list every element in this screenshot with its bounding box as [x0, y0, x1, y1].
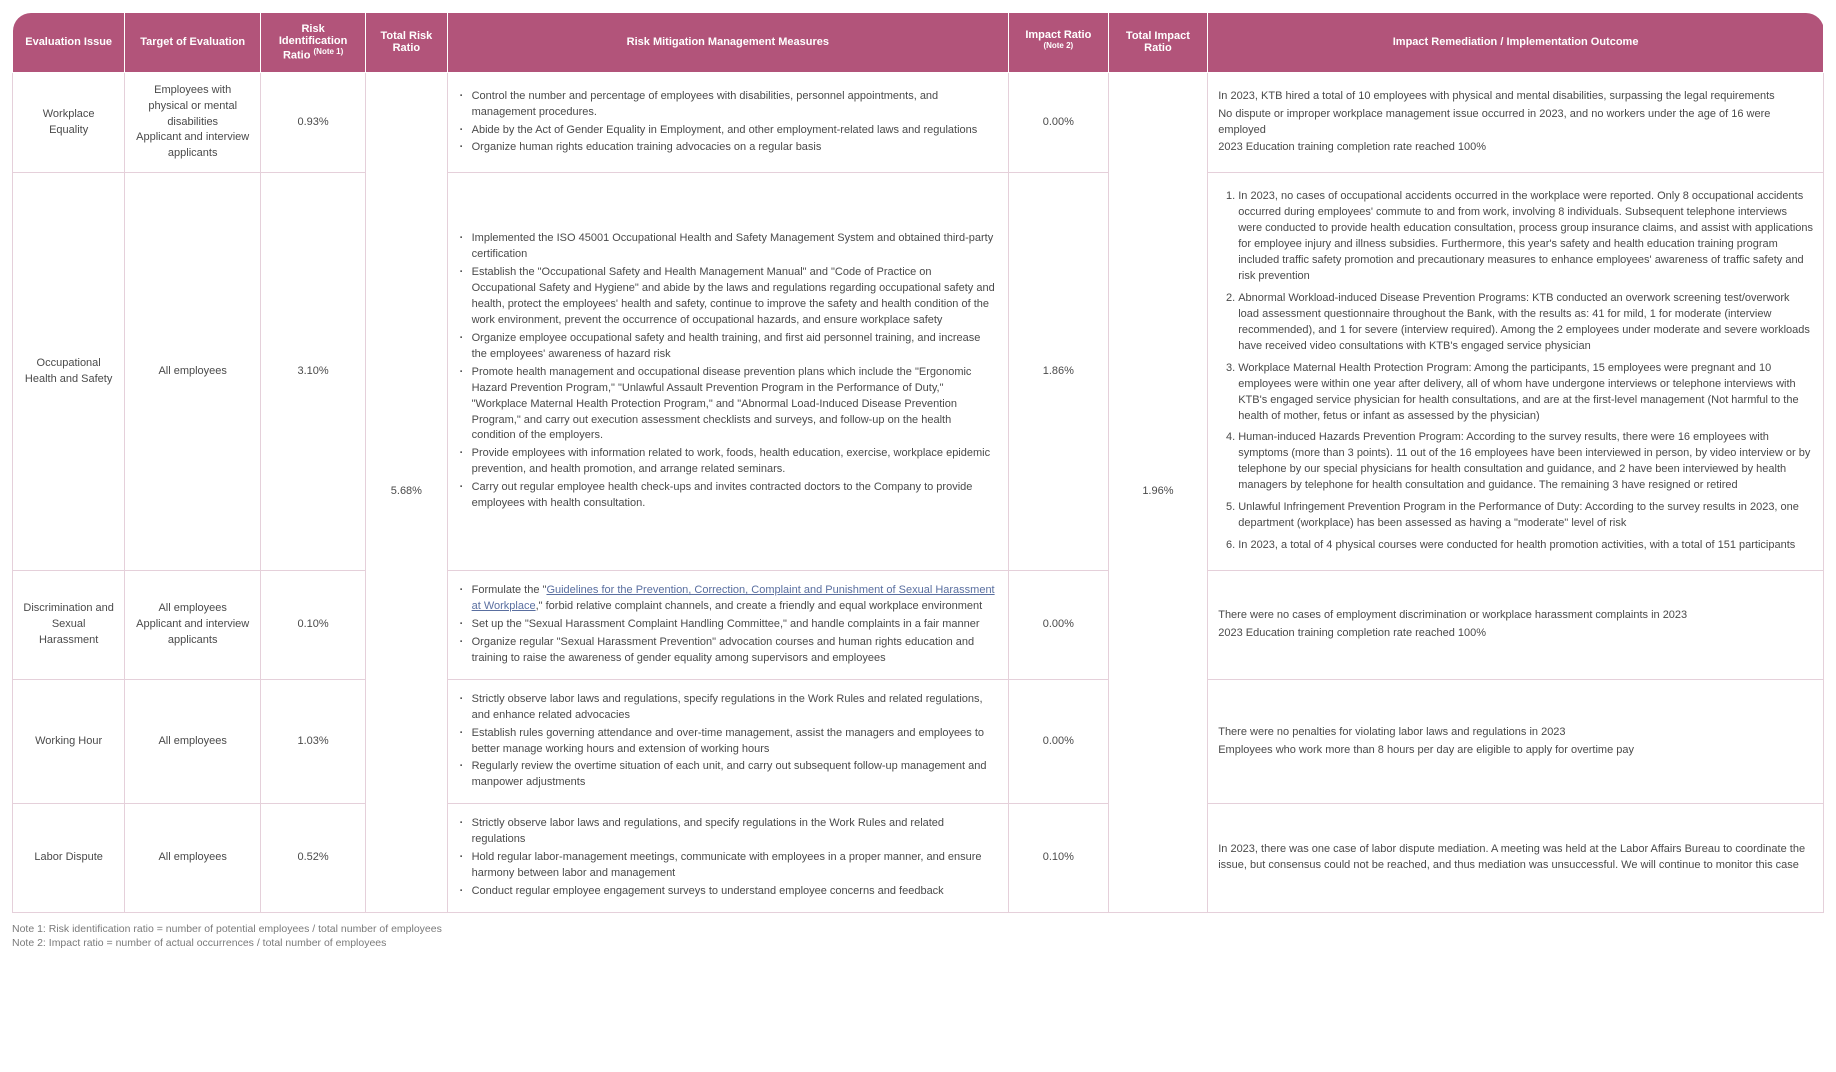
evaluation-table: Evaluation Issue Target of Evaluation Ri… [12, 12, 1824, 913]
cell-outcome: In 2023, KTB hired a total of 10 employe… [1208, 72, 1824, 173]
cell-measures: Control the number and percentage of emp… [447, 72, 1008, 173]
th-risk-ratio-note: (Note 1) [314, 47, 344, 56]
measures-list: Implemented the ISO 45001 Occupational H… [458, 231, 998, 512]
cell-risk-ratio: 0.52% [261, 804, 366, 913]
cell-total-impact-ratio: 1.96% [1108, 72, 1208, 912]
measure-item: Provide employees with information relat… [458, 446, 998, 478]
measure-item: Organize human rights education training… [458, 140, 998, 156]
table-header: Evaluation Issue Target of Evaluation Ri… [13, 13, 1824, 73]
th-target: Target of Evaluation [125, 13, 261, 73]
measure-item: Abide by the Act of Gender Equality in E… [458, 123, 998, 139]
outcome-line: 2023 Education training completion rate … [1218, 626, 1813, 642]
outcome-item: Workplace Maternal Health Protection Pro… [1238, 361, 1813, 425]
measure-item: Hold regular labor-management meetings, … [458, 850, 998, 882]
measure-item: Implemented the ISO 45001 Occupational H… [458, 231, 998, 263]
th-evaluation-issue: Evaluation Issue [13, 13, 125, 73]
outcome-item: Human-induced Hazards Prevention Program… [1238, 430, 1813, 494]
cell-target: All employees [125, 679, 261, 804]
outcome-line: There were no penalties for violating la… [1218, 725, 1813, 741]
footnote-1: Note 1: Risk identification ratio = numb… [12, 923, 1824, 935]
th-impact-ratio-label: Impact Ratio [1025, 29, 1091, 41]
cell-issue: Occupational Health and Safety [13, 173, 125, 571]
table-row: Labor Dispute All employees 0.52% Strict… [13, 804, 1824, 913]
cell-target: All employees Applicant and interview ap… [125, 571, 261, 680]
measure-item: Regularly review the overtime situation … [458, 759, 998, 791]
table-row: Occupational Health and Safety All emplo… [13, 173, 1824, 571]
th-impact-ratio-note: (Note 2) [1043, 41, 1073, 50]
cell-issue: Working Hour [13, 679, 125, 804]
outcome-line: Employees who work more than 8 hours per… [1218, 743, 1813, 759]
measure-item: Set up the "Sexual Harassment Complaint … [458, 617, 998, 633]
cell-issue: Labor Dispute [13, 804, 125, 913]
measure-item: Conduct regular employee engagement surv… [458, 884, 998, 900]
cell-target: All employees [125, 804, 261, 913]
cell-issue: Discrimination and Sexual Harassment [13, 571, 125, 680]
measure-item: Strictly observe labor laws and regulati… [458, 816, 998, 848]
measures-list: Formulate the "Guidelines for the Preven… [458, 583, 998, 667]
th-total-risk-ratio: Total Risk Ratio [366, 13, 447, 73]
measures-list: Strictly observe labor laws and regulati… [458, 816, 998, 900]
cell-risk-ratio: 3.10% [261, 173, 366, 571]
table-row: Working Hour All employees 1.03% Strictl… [13, 679, 1824, 804]
measure-item: Promote health management and occupation… [458, 365, 998, 445]
outcome-item: In 2023, no cases of occupational accide… [1238, 189, 1813, 285]
outcome-line: In 2023, KTB hired a total of 10 employe… [1218, 89, 1813, 105]
cell-impact-ratio: 1.86% [1009, 173, 1109, 571]
cell-outcome: In 2023, no cases of occupational accide… [1208, 173, 1824, 571]
cell-risk-ratio: 0.93% [261, 72, 366, 173]
cell-risk-ratio: 1.03% [261, 679, 366, 804]
footnote-2: Note 2: Impact ratio = number of actual … [12, 937, 1824, 949]
table-row: Discrimination and Sexual Harassment All… [13, 571, 1824, 680]
measure-item: Establish the "Occupational Safety and H… [458, 265, 998, 329]
th-outcome: Impact Remediation / Implementation Outc… [1208, 13, 1824, 73]
footnotes: Note 1: Risk identification ratio = numb… [12, 923, 1824, 949]
cell-outcome: There were no cases of employment discri… [1208, 571, 1824, 680]
cell-measures: Strictly observe labor laws and regulati… [447, 679, 1008, 804]
cell-impact-ratio: 0.10% [1009, 804, 1109, 913]
outcome-item: Abnormal Workload-induced Disease Preven… [1238, 291, 1813, 355]
cell-outcome: In 2023, there was one case of labor dis… [1208, 804, 1824, 913]
table-row: Workplace Equality Employees with physic… [13, 72, 1824, 173]
cell-total-risk-ratio: 5.68% [366, 72, 447, 912]
cell-target: Employees with physical or mental disabi… [125, 72, 261, 173]
cell-impact-ratio: 0.00% [1009, 679, 1109, 804]
th-measures: Risk Mitigation Management Measures [447, 13, 1008, 73]
outcome-line: In 2023, there was one case of labor dis… [1218, 842, 1813, 874]
outcome-numbered-list: In 2023, no cases of occupational accide… [1218, 189, 1813, 554]
th-total-impact-ratio: Total Impact Ratio [1108, 13, 1208, 73]
cell-measures: Strictly observe labor laws and regulati… [447, 804, 1008, 913]
cell-impact-ratio: 0.00% [1009, 571, 1109, 680]
measure-item: Strictly observe labor laws and regulati… [458, 692, 998, 724]
measure-text: ," forbid relative complaint channels, a… [536, 600, 983, 612]
outcome-line: No dispute or improper workplace managem… [1218, 107, 1813, 139]
outcome-line: There were no cases of employment discri… [1218, 608, 1813, 624]
measure-item: Organize employee occupational safety an… [458, 331, 998, 363]
th-impact-ratio: Impact Ratio (Note 2) [1009, 13, 1109, 73]
cell-issue: Workplace Equality [13, 72, 125, 173]
measure-item: Carry out regular employee health check-… [458, 480, 998, 512]
cell-measures: Formulate the "Guidelines for the Preven… [447, 571, 1008, 680]
outcome-item: In 2023, a total of 4 physical courses w… [1238, 538, 1813, 554]
outcome-line: 2023 Education training completion rate … [1218, 140, 1813, 156]
measure-item: Establish rules governing attendance and… [458, 726, 998, 758]
measures-list: Control the number and percentage of emp… [458, 89, 998, 157]
cell-outcome: There were no penalties for violating la… [1208, 679, 1824, 804]
cell-impact-ratio: 0.00% [1009, 72, 1109, 173]
cell-risk-ratio: 0.10% [261, 571, 366, 680]
measures-list: Strictly observe labor laws and regulati… [458, 692, 998, 792]
measure-item: Organize regular "Sexual Harassment Prev… [458, 635, 998, 667]
measure-text: Formulate the " [472, 584, 547, 596]
measure-item: Control the number and percentage of emp… [458, 89, 998, 121]
cell-target: All employees [125, 173, 261, 571]
th-risk-ratio: Risk Identification Ratio (Note 1) [261, 13, 366, 73]
outcome-item: Unlawful Infringement Prevention Program… [1238, 500, 1813, 532]
cell-measures: Implemented the ISO 45001 Occupational H… [447, 173, 1008, 571]
measure-item: Formulate the "Guidelines for the Preven… [458, 583, 998, 615]
